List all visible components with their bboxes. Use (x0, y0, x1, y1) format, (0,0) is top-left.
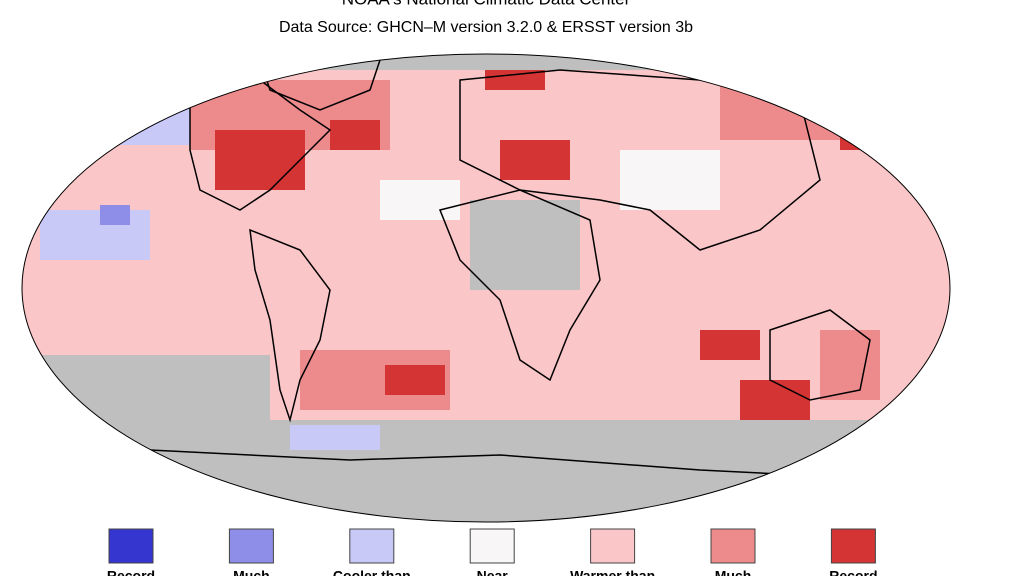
legend-swatch (710, 528, 756, 564)
legend-label: Record (829, 568, 877, 576)
map (22, 54, 950, 522)
legend-swatch (349, 528, 395, 564)
record-warm (840, 90, 900, 150)
legend-swatch (830, 528, 876, 564)
legend-swatch (590, 528, 636, 564)
legend-swatch (108, 528, 154, 564)
legend-label: Record (107, 568, 155, 576)
near-normal (380, 180, 460, 220)
legend: Record Much Cooler than Near Warmer than Much… (107, 528, 878, 576)
legend-label: Much (715, 568, 752, 576)
no-data (40, 355, 270, 425)
title: NOAA's National Climatic Data Center (342, 0, 631, 8)
record-warm (385, 365, 445, 395)
record-warm (740, 380, 810, 420)
legend-label: Cooler than (333, 568, 411, 576)
legend-label: Near (477, 568, 509, 576)
legend-swatch (228, 528, 274, 564)
near-normal (620, 150, 720, 210)
cool-area (290, 425, 380, 450)
record-warm (500, 140, 570, 180)
warm-area (820, 330, 880, 400)
no-data (470, 200, 580, 290)
coastlines (149, 54, 901, 481)
cool-area (90, 85, 200, 145)
cool-area (40, 210, 150, 260)
record-warm (215, 130, 305, 190)
legend-label: Warmer than (570, 568, 655, 576)
legend-label: Much (233, 568, 270, 576)
cool-area (100, 205, 130, 225)
record-warm (700, 330, 760, 360)
warm-area (720, 80, 950, 140)
map-border (21, 53, 951, 523)
arctic-no-data (22, 54, 950, 70)
legend-swatch (469, 528, 515, 564)
record-warm (485, 70, 545, 90)
record-warm (330, 120, 380, 150)
subtitle: Data Source: GHCN–M version 3.2.0 & ERSS… (279, 19, 693, 36)
